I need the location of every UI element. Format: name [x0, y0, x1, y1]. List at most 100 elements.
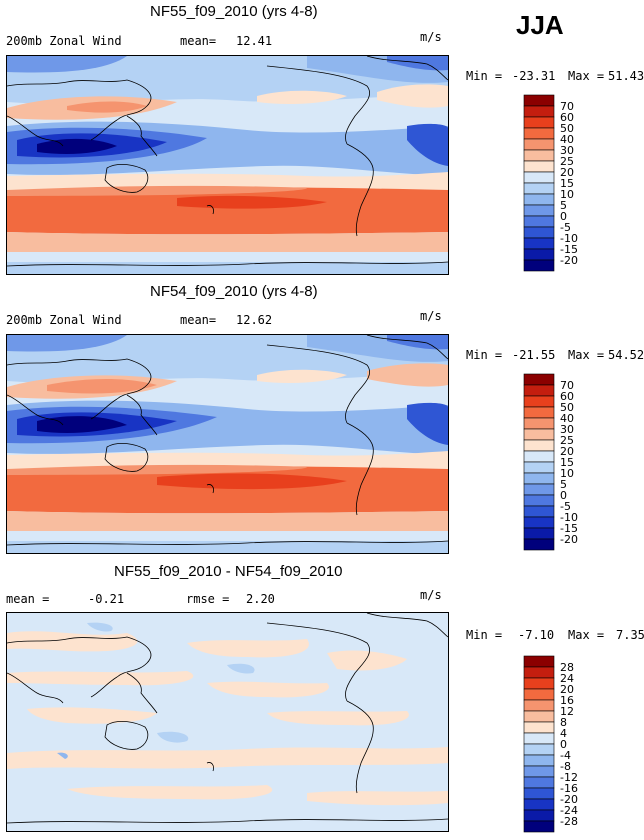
panel-3-mean-value: -0.21 — [88, 592, 125, 606]
colorbar-swatch — [523, 373, 555, 386]
panel-3-units: m/s — [420, 588, 442, 602]
panel-3-rmse-value: 2.20 — [246, 592, 275, 606]
colorbar-tick-label: 30 — [560, 144, 574, 157]
colorbar-tick-label: -5 — [560, 221, 571, 234]
colorbar-swatch — [523, 677, 555, 690]
panel-3-map — [6, 612, 449, 832]
colorbar-swatch — [523, 259, 555, 272]
colorbar-swatch — [523, 417, 555, 430]
contour-band — [227, 663, 255, 674]
panel-2-title: NF54_f09_2010 (yrs 4-8) — [150, 283, 318, 300]
contour-band — [267, 711, 409, 726]
contour-band — [307, 791, 448, 806]
panel-1-max-label: Max = — [568, 69, 605, 83]
colorbar-tick-label: -5 — [560, 500, 571, 513]
contour-band — [177, 195, 327, 209]
colorbar-swatch — [523, 395, 555, 408]
colorbar-swatch — [523, 138, 555, 151]
colorbar-tick-label: 70 — [560, 379, 574, 392]
colorbar-swatch — [523, 248, 555, 261]
contour-band — [257, 90, 347, 104]
contour-band — [7, 747, 448, 769]
panel-2-mean-value: 12.62 — [236, 313, 273, 327]
contour-band — [7, 185, 307, 196]
colorbar-swatch — [523, 149, 555, 162]
colorbar-tick-label: -24 — [560, 804, 578, 817]
panel-2-mean-label: mean= — [180, 313, 217, 327]
colorbar-swatch — [523, 237, 555, 250]
colorbar-tick-label: 70 — [560, 100, 574, 113]
colorbar-swatch — [523, 384, 555, 397]
colorbar-swatch — [523, 743, 555, 756]
colorbar-tick-label: -16 — [560, 782, 578, 795]
colorbar-swatch — [523, 688, 555, 701]
colorbar-swatch — [523, 538, 555, 551]
panel-2-units: m/s — [420, 309, 442, 323]
colorbar-tick-label: -12 — [560, 771, 578, 784]
colorbar-tick-label: 12 — [560, 705, 574, 718]
panel-1-min-label: Min = — [466, 69, 503, 83]
colorbar-tick-label: 8 — [560, 716, 567, 729]
colorbar-tick-label: 0 — [560, 210, 567, 223]
colorbar-tick-label: 50 — [560, 401, 574, 414]
contour-band — [7, 464, 307, 475]
contour-band — [187, 639, 309, 658]
contour-band — [157, 731, 189, 743]
panel-3-mean-label: mean = — [6, 592, 50, 606]
colorbar-swatch — [523, 710, 555, 723]
colorbar-tick-label: -8 — [560, 760, 571, 773]
colorbar-tick-label: 5 — [560, 478, 567, 491]
colorbar-swatch — [523, 182, 555, 195]
season-label: JJA — [516, 10, 564, 40]
colorbar-swatch — [523, 450, 555, 463]
panel-2-map — [6, 334, 449, 554]
contour-band — [67, 101, 147, 113]
colorbar-swatch — [523, 204, 555, 217]
contour-band — [37, 138, 117, 154]
colorbar-tick-label: 30 — [560, 423, 574, 436]
contour-band — [7, 631, 138, 652]
panel-1-units: m/s — [420, 30, 442, 44]
colorbar-tick-label: -15 — [560, 522, 578, 535]
colorbar-tick-label: 10 — [560, 188, 574, 201]
contour-band — [47, 379, 157, 394]
panel-3-min-label: Min = — [466, 628, 503, 642]
contour-band — [157, 473, 347, 490]
colorbar-tick-label: 20 — [560, 445, 574, 458]
contour-band — [327, 650, 407, 671]
colorbar-tick-label: 25 — [560, 434, 574, 447]
contour-band — [7, 511, 448, 534]
colorbar-swatch — [523, 406, 555, 419]
colorbar-tick-label: -10 — [560, 232, 578, 245]
panel-2-max-label: Max = — [568, 348, 605, 362]
contour-band — [57, 752, 68, 759]
colorbar-swatch — [523, 505, 555, 518]
panel-1-variable: 200mb Zonal Wind — [6, 34, 122, 48]
colorbar-tick-label: 20 — [560, 166, 574, 179]
colorbar-swatch — [523, 655, 555, 668]
coastlines — [7, 335, 448, 546]
colorbar-tick-label: 20 — [560, 683, 574, 696]
colorbar-swatch — [523, 94, 555, 107]
colorbar-swatch — [523, 494, 555, 507]
contour-band — [7, 335, 127, 352]
colorbar-swatch — [523, 226, 555, 239]
colorbar-tick-label: -15 — [560, 243, 578, 256]
colorbar-swatch — [523, 160, 555, 173]
contour-band — [207, 681, 329, 698]
panel-1-title: NF55_f09_2010 (yrs 4-8) — [150, 3, 318, 20]
colorbar-tick-label: 15 — [560, 177, 574, 190]
colorbar-swatch — [523, 215, 555, 228]
contour-band — [407, 123, 448, 166]
contour-band — [407, 402, 448, 445]
panel-3-min-value: -7.10 — [518, 628, 555, 642]
colorbar-swatch — [523, 776, 555, 789]
panel-1-max-value: 51.43 — [608, 69, 644, 83]
panel-1-min-value: -23.31 — [512, 69, 556, 83]
colorbar-tick-label: 4 — [560, 727, 567, 740]
contour-band — [27, 707, 157, 724]
colorbar-tick-label: 40 — [560, 133, 574, 146]
colorbar-tick-label: 24 — [560, 672, 574, 685]
colorbar-tick-label: 15 — [560, 456, 574, 469]
